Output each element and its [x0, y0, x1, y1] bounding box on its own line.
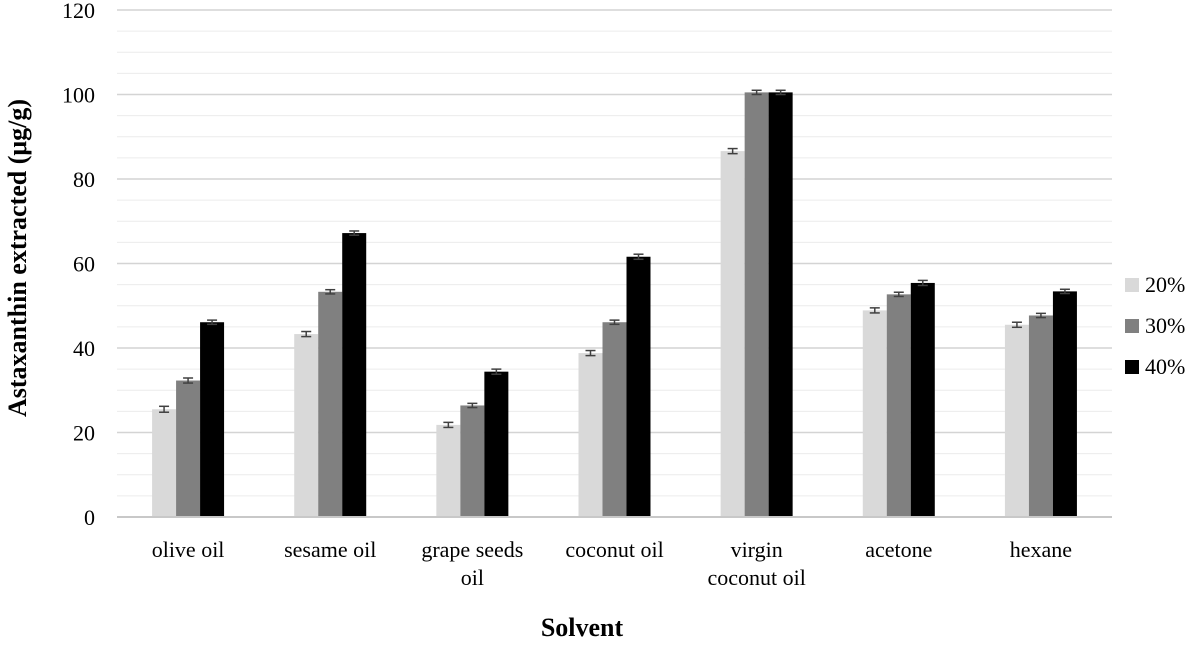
- bar: [768, 92, 793, 517]
- x-category-label-line: coconut oil: [565, 537, 663, 562]
- legend-swatch: [1125, 360, 1139, 374]
- bar: [578, 353, 603, 517]
- bar: [720, 151, 745, 518]
- y-tick-label: 40: [73, 336, 95, 361]
- y-tick-label: 20: [73, 421, 95, 446]
- legend: 20% 30% 40%: [1125, 272, 1185, 379]
- y-tick-labels: 0 20 40 60 80 100 120: [62, 0, 95, 530]
- bar: [342, 233, 367, 517]
- legend-swatch: [1125, 319, 1139, 333]
- y-tick-label: 100: [62, 83, 95, 108]
- x-category-label-line: sesame oil: [284, 537, 376, 562]
- x-category-label-line: virgin: [731, 537, 783, 562]
- bar: [152, 409, 177, 517]
- y-axis-title: Astaxanthin extracted (μg/g): [3, 99, 32, 417]
- bar: [200, 322, 225, 517]
- legend-label: 40%: [1145, 354, 1185, 379]
- bar: [602, 322, 627, 517]
- x-category-label-line: coconut oil: [707, 565, 805, 590]
- y-tick-label: 80: [73, 167, 95, 192]
- x-category-label: hexane: [1010, 537, 1072, 562]
- x-category-label-line: grape seeds: [421, 537, 523, 562]
- bar: [744, 92, 769, 517]
- bar: [436, 424, 461, 517]
- bars: [152, 92, 1077, 518]
- x-category-label-line: acetone: [865, 537, 932, 562]
- x-category-label: grape seeds oil: [421, 537, 523, 590]
- y-tick-label: 120: [62, 0, 95, 23]
- grid-lines: [117, 9, 1112, 497]
- bar: [626, 256, 651, 517]
- y-tick-label: 60: [73, 252, 95, 277]
- category-labels: olive oil sesame oil grape seeds oil coconut…: [152, 537, 1072, 590]
- bar: [862, 310, 887, 517]
- bar: [886, 294, 911, 517]
- x-axis-title: Solvent: [541, 613, 624, 642]
- bar: [176, 380, 201, 517]
- bar: [460, 405, 485, 517]
- x-category-label-line: olive oil: [152, 537, 225, 562]
- legend-swatch: [1125, 278, 1139, 292]
- bar: [910, 282, 935, 517]
- legend-label: 20%: [1145, 272, 1185, 297]
- bar: [294, 334, 319, 517]
- x-category-label: acetone: [865, 537, 932, 562]
- bar: [318, 291, 343, 517]
- bar: [484, 371, 509, 517]
- bar: [1004, 324, 1029, 517]
- bar: [1052, 291, 1077, 517]
- x-category-label-line: hexane: [1010, 537, 1072, 562]
- legend-label: 30%: [1145, 313, 1185, 338]
- bar: [1028, 315, 1053, 517]
- error-bars: [159, 89, 1070, 429]
- y-tick-label: 0: [84, 505, 95, 530]
- x-category-label: coconut oil: [565, 537, 663, 562]
- x-category-label: sesame oil: [284, 537, 376, 562]
- x-category-label-line: oil: [461, 565, 484, 590]
- x-category-label: olive oil: [152, 537, 225, 562]
- x-category-label: virgin coconut oil: [707, 537, 805, 590]
